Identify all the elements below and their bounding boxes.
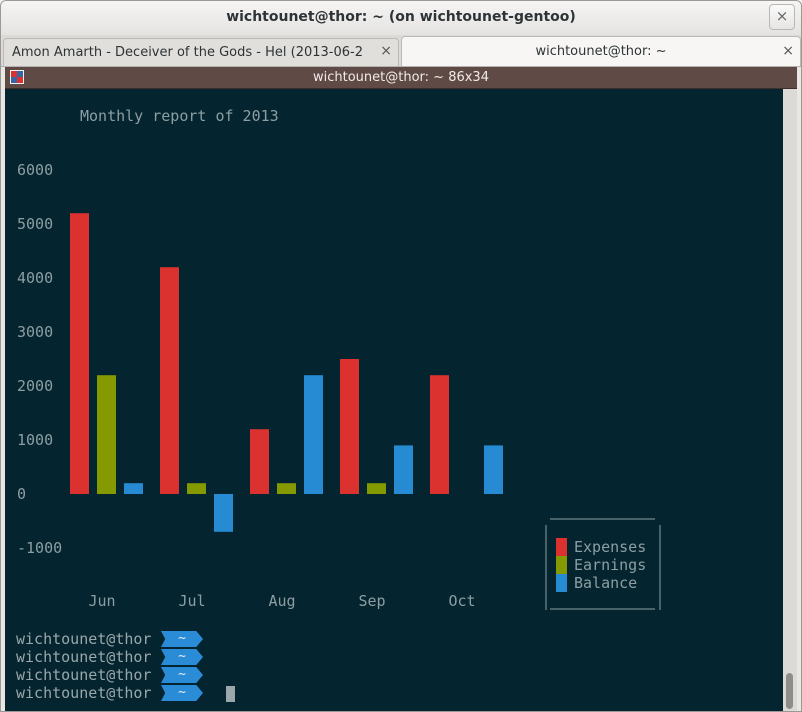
bar-expenses-aug bbox=[250, 429, 269, 494]
chart-title: Monthly report of 2013 bbox=[80, 107, 279, 125]
terminal-scrollbar[interactable] bbox=[783, 89, 797, 711]
x-tick-label: Oct bbox=[448, 592, 475, 610]
prompt-user: wichtounet@thor bbox=[16, 684, 152, 702]
y-tick-label: 4000 bbox=[17, 269, 53, 287]
bar-expenses-jun bbox=[70, 213, 89, 494]
bar-balance-sep bbox=[394, 445, 413, 494]
tab-close-icon[interactable]: × bbox=[380, 43, 392, 59]
terminal-title: wichtounet@thor: ~ 86x34 bbox=[313, 70, 489, 85]
bar-earnings-jul bbox=[187, 483, 206, 494]
bar-expenses-oct bbox=[430, 375, 449, 494]
tab-bar: Amon Amarth - Deceiver of the Gods - Hel… bbox=[1, 35, 801, 67]
prompt-dir-segment: ~ bbox=[161, 685, 203, 701]
legend-label-expenses: Expenses bbox=[574, 538, 646, 556]
y-tick-label: 3000 bbox=[17, 323, 53, 341]
y-tick-label: 0 bbox=[17, 485, 26, 503]
prompt-dir-segment: ~ bbox=[161, 649, 203, 665]
y-tick-label: 2000 bbox=[17, 377, 53, 395]
bar-earnings-sep bbox=[367, 483, 386, 494]
window-titlebar[interactable]: wichtounet@thor: ~ (on wichtounet-gentoo… bbox=[1, 1, 801, 36]
y-tick-label: 6000 bbox=[17, 161, 53, 179]
tab-label: wichtounet@thor: ~ bbox=[535, 44, 667, 59]
bar-expenses-sep bbox=[340, 359, 359, 494]
y-tick-label: -1000 bbox=[17, 539, 62, 557]
window-close-button[interactable]: × bbox=[769, 4, 795, 30]
bar-chart: Monthly report of 2013 6000 5000 4000 3000 20… bbox=[17, 107, 661, 610]
legend-swatch-earnings bbox=[556, 556, 567, 574]
legend-label-earnings: Earnings bbox=[574, 556, 646, 574]
terminal-menu-icon[interactable] bbox=[10, 70, 24, 84]
tab-label: Amon Amarth - Deceiver of the Gods - Hel… bbox=[12, 45, 363, 60]
bar-expenses-jul bbox=[160, 267, 179, 494]
tab-close-icon[interactable]: × bbox=[782, 43, 794, 59]
text-cursor bbox=[226, 686, 235, 702]
bar-earnings-jun bbox=[97, 375, 116, 494]
bar-balance-aug bbox=[304, 375, 323, 494]
y-tick-label: 1000 bbox=[17, 431, 53, 449]
prompt-dir-segment: ~ bbox=[161, 667, 203, 683]
bar-balance-jun bbox=[124, 483, 143, 494]
legend-swatch-expenses bbox=[556, 538, 567, 556]
legend-label-balance: Balance bbox=[574, 574, 637, 592]
y-tick-label: 5000 bbox=[17, 215, 53, 233]
terminal-titlebar: wichtounet@thor: ~ 86x34 bbox=[5, 67, 797, 89]
bar-balance-oct bbox=[484, 445, 503, 494]
prompt-user: wichtounet@thor bbox=[16, 648, 152, 666]
prompt-user: wichtounet@thor bbox=[16, 630, 152, 648]
scrollbar-thumb[interactable] bbox=[786, 673, 793, 709]
bar-earnings-aug bbox=[277, 483, 296, 494]
tab-music[interactable]: Amon Amarth - Deceiver of the Gods - Hel… bbox=[3, 38, 399, 66]
window-title: wichtounet@thor: ~ (on wichtounet-gentoo… bbox=[226, 9, 576, 25]
x-tick-label: Aug bbox=[268, 592, 295, 610]
prompt-dir-segment: ~ bbox=[161, 631, 203, 647]
prompt-user: wichtounet@thor bbox=[16, 666, 152, 684]
terminal-screen[interactable]: Monthly report of 2013 6000 5000 4000 3000 20… bbox=[5, 89, 783, 711]
bar-balance-jul bbox=[214, 494, 233, 532]
x-tick-label: Sep bbox=[358, 592, 385, 610]
legend-swatch-balance bbox=[556, 574, 567, 592]
x-tick-label: Jun bbox=[88, 592, 115, 610]
x-tick-label: Jul bbox=[178, 592, 205, 610]
tab-terminal[interactable]: wichtounet@thor: ~ × bbox=[401, 36, 801, 66]
